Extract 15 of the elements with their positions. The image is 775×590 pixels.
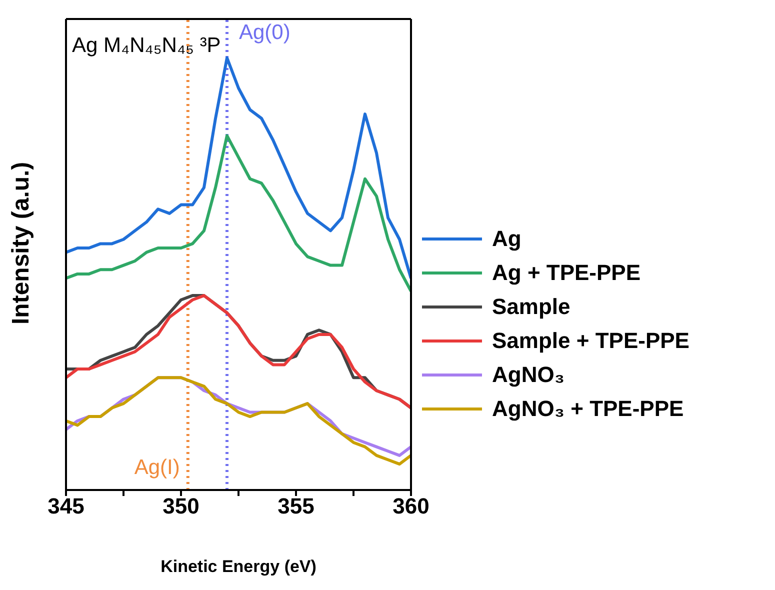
legend-label: Ag <box>492 226 522 252</box>
legend-label: Ag + TPE-PPE <box>492 260 641 286</box>
legend-label: Sample + TPE-PPE <box>492 328 690 354</box>
legend-label: Sample <box>492 294 570 320</box>
legend-label: AgNO₃ + TPE-PPE <box>492 396 684 422</box>
x-tick-label: 345 <box>48 494 84 519</box>
ref-line-label: Ag(0) <box>239 21 290 44</box>
x-tick-label: 360 <box>392 494 430 519</box>
x-tick-label: 355 <box>278 494 314 519</box>
x-tick-label: 350 <box>162 494 200 519</box>
ref-line-label: Ag(I) <box>134 456 180 479</box>
chart-title: Ag M₄N₄₅N₄₅ ³P <box>72 34 221 57</box>
legend-label: AgNO₃ <box>492 362 564 388</box>
x-axis-title: Kinetic Energy (eV) <box>160 557 316 576</box>
y-axis-title: Intensity (a.u.) <box>8 162 35 324</box>
